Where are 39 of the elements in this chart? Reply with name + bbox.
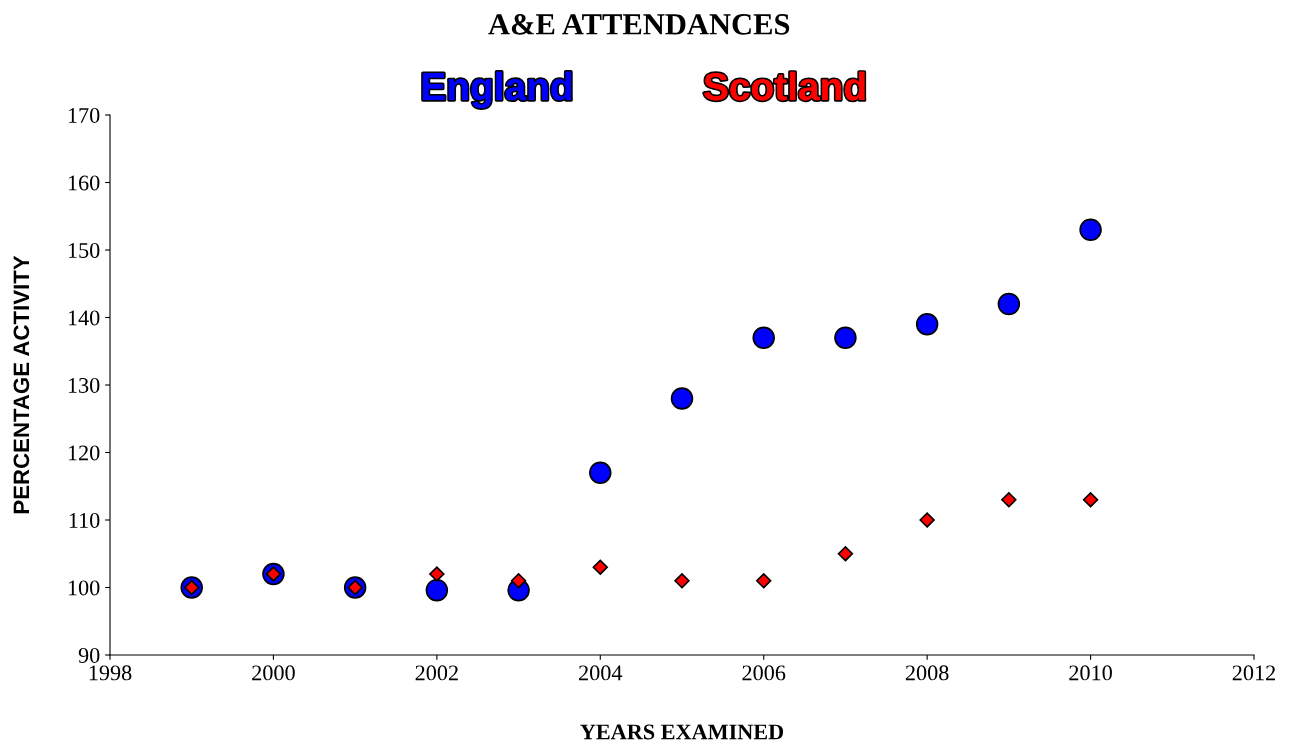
point bbox=[592, 559, 608, 575]
y-tick-label: 170 bbox=[68, 107, 100, 123]
text: Scotland bbox=[704, 71, 865, 101]
point bbox=[752, 326, 775, 350]
point bbox=[919, 512, 935, 528]
point bbox=[837, 546, 854, 562]
point bbox=[510, 573, 527, 589]
y-tick-label: 150 bbox=[68, 242, 100, 258]
point bbox=[756, 573, 772, 589]
x-tick-label: 2010 bbox=[1069, 665, 1112, 681]
x-tick-label: 2008 bbox=[905, 665, 949, 681]
x-tick-label: 2006 bbox=[742, 665, 786, 681]
point bbox=[670, 387, 694, 410]
point bbox=[1082, 492, 1099, 508]
y-tick-label: 90 bbox=[78, 647, 100, 663]
y-tick-label: 140 bbox=[68, 310, 100, 326]
point bbox=[589, 461, 612, 485]
text: England bbox=[422, 71, 572, 109]
point bbox=[674, 573, 690, 589]
point bbox=[1001, 492, 1017, 508]
point bbox=[429, 566, 445, 582]
x-tick-label: 1998 bbox=[89, 665, 132, 681]
x-tick-label: 2000 bbox=[252, 665, 295, 681]
y-tick-label: 130 bbox=[68, 377, 100, 393]
chart-title: A&E ATTENDANCES bbox=[488, 14, 790, 35]
y-tick-label: 160 bbox=[68, 175, 100, 191]
x-tick-label: 2004 bbox=[579, 665, 623, 681]
y-tick-label: 120 bbox=[68, 445, 100, 461]
point bbox=[1079, 218, 1102, 242]
y-tick-label: 110 bbox=[69, 512, 100, 528]
y-axis-title: PERCENTAGE ACTIVITY bbox=[13, 255, 30, 514]
point bbox=[997, 292, 1021, 316]
y-tick-label: 100 bbox=[68, 580, 100, 596]
x-axis-title: YEARS EXAMINED bbox=[580, 724, 784, 740]
x-tick-label: 2002 bbox=[415, 665, 458, 681]
point bbox=[425, 578, 449, 602]
point bbox=[915, 312, 939, 336]
point bbox=[834, 326, 857, 350]
x-tick-label: 2012 bbox=[1232, 665, 1275, 681]
